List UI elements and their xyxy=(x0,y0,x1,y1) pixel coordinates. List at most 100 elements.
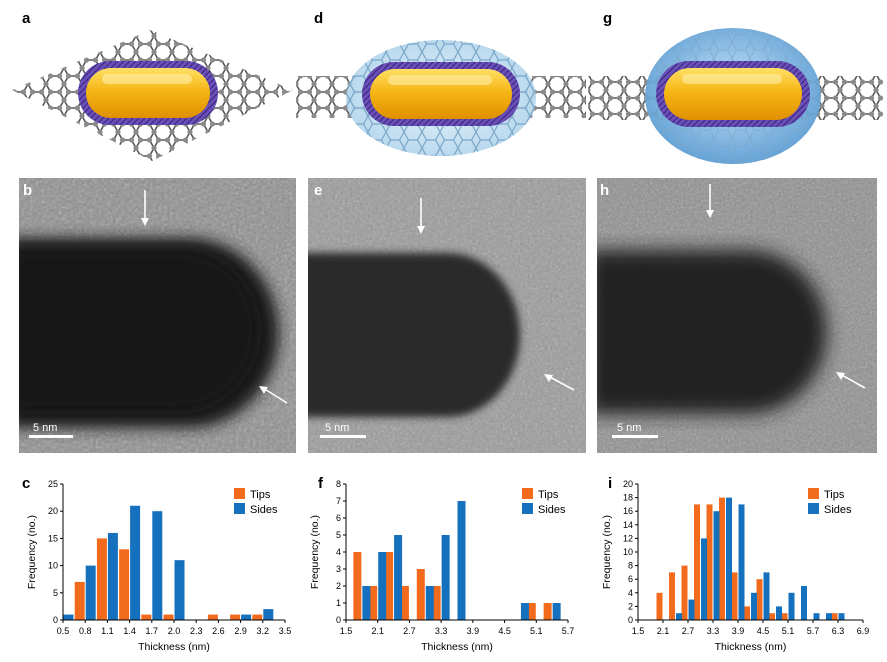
y-axis-label: Frequency (no.) xyxy=(601,515,613,589)
bar-sides xyxy=(362,586,371,620)
bar-tips xyxy=(432,586,441,620)
bar-tips xyxy=(543,603,552,620)
x-tick-label: 5.7 xyxy=(807,626,820,636)
histogram-i: i 1.5 2.1 2.7 3.3 3.9 4.5 5.1 5.7 6.3 6.9 0 2 4 6 8 10 12… xyxy=(601,475,870,653)
x-tick-label: 6.3 xyxy=(832,626,845,636)
bar-tips xyxy=(230,614,241,620)
bar-sides xyxy=(152,511,163,620)
bar-sides xyxy=(441,535,450,620)
panel-label-h: h xyxy=(600,182,610,199)
scale-bar-label: 5 nm xyxy=(617,422,641,434)
histogram-c: c 0.5 0.8 1.1 1.4 1.7 2.0 2.3 2.6 2.9 3.2 3.5 0 5 10 15… xyxy=(22,475,292,653)
y-tick-label: 6 xyxy=(336,513,341,523)
bar-tips xyxy=(400,586,409,620)
x-axis-label: Thickness (nm) xyxy=(138,641,210,653)
bar-sides xyxy=(85,565,96,620)
bar-tips xyxy=(656,592,663,620)
y-tick-label: 0 xyxy=(336,615,341,625)
schematic-d xyxy=(296,40,586,156)
x-tick-label: 2.9 xyxy=(234,626,247,636)
x-tick-label: 3.9 xyxy=(732,626,745,636)
y-tick-label: 2 xyxy=(336,581,341,591)
x-tick-label: 5.7 xyxy=(562,626,575,636)
bar-tips xyxy=(731,572,738,620)
y-tick-label: 8 xyxy=(628,561,633,571)
y-tick-label: 12 xyxy=(623,533,633,543)
y-tick-label: 10 xyxy=(48,561,58,571)
x-axis-label: Thickness (nm) xyxy=(715,641,787,653)
panel-label-d: d xyxy=(314,10,324,27)
bar-sides xyxy=(688,599,695,620)
bar-tips xyxy=(706,504,713,620)
x-tick-label: 1.1 xyxy=(101,626,114,636)
bar-sides xyxy=(174,560,185,620)
legend-swatch-sides xyxy=(234,503,245,514)
bar-tips xyxy=(744,606,750,620)
panel-label-g: g xyxy=(603,10,613,27)
x-tick-label: 1.4 xyxy=(123,626,136,636)
x-tick-label: 4.5 xyxy=(757,626,770,636)
bar-sides xyxy=(788,592,795,620)
bar-tips xyxy=(527,603,536,620)
bar-tips xyxy=(781,613,788,620)
bar-sides xyxy=(738,504,745,620)
y-tick-label: 3 xyxy=(336,564,341,574)
bar-tips xyxy=(385,552,394,620)
bar-sides xyxy=(776,606,782,620)
bar-sides xyxy=(520,603,529,620)
panel-label-b: b xyxy=(23,182,33,199)
y-tick-label: 2 xyxy=(628,601,633,611)
x-tick-label: 2.3 xyxy=(190,626,203,636)
bar-sides xyxy=(826,613,832,620)
bar-tips xyxy=(119,549,130,620)
legend-swatch-tips xyxy=(522,488,533,499)
bar-sides xyxy=(241,614,252,620)
y-tick-label: 5 xyxy=(336,530,341,540)
legend-label-sides: Sides xyxy=(824,504,852,516)
y-axis-label: Frequency (no.) xyxy=(309,515,321,589)
bar-sides xyxy=(552,603,561,620)
y-tick-label: 1 xyxy=(336,598,341,608)
y-tick-label: 15 xyxy=(48,533,58,543)
bar-sides xyxy=(457,501,466,620)
y-tick-label: 25 xyxy=(48,479,58,489)
x-tick-label: 2.6 xyxy=(212,626,225,636)
x-tick-label: 3.5 xyxy=(279,626,292,636)
bar-sides xyxy=(713,511,720,620)
y-tick-label: 6 xyxy=(628,574,633,584)
panel-label-e: e xyxy=(314,182,323,199)
bar-tips xyxy=(831,613,838,620)
bar-tips xyxy=(669,572,675,620)
bar-sides xyxy=(378,552,387,620)
schematic-g xyxy=(588,28,883,164)
bar-tips xyxy=(252,614,263,620)
bar-sides xyxy=(763,572,770,620)
y-tick-label: 7 xyxy=(336,496,341,506)
bar-sides xyxy=(801,586,807,620)
bar-tips xyxy=(694,504,700,620)
bar-tips xyxy=(74,581,85,620)
x-tick-label: 4.5 xyxy=(498,626,511,636)
bar-tips xyxy=(369,586,378,620)
bar-sides xyxy=(394,535,403,620)
panel-label-i: i xyxy=(608,475,612,492)
scale-bar-label: 5 nm xyxy=(33,422,57,434)
x-tick-label: 6.9 xyxy=(857,626,870,636)
x-tick-label: 5.1 xyxy=(782,626,795,636)
bar-sides xyxy=(107,532,118,620)
bar-sides xyxy=(751,592,757,620)
y-axis-label: Frequency (no.) xyxy=(26,515,38,589)
x-tick-label: 0.8 xyxy=(79,626,92,636)
x-tick-label: 3.9 xyxy=(467,626,480,636)
y-tick-label: 20 xyxy=(623,479,633,489)
legend-label-sides: Sides xyxy=(250,504,278,516)
legend-swatch-sides xyxy=(522,503,533,514)
legend-swatch-sides xyxy=(808,503,819,514)
x-tick-label: 2.1 xyxy=(657,626,670,636)
legend-label-sides: Sides xyxy=(538,504,566,516)
y-tick-label: 5 xyxy=(53,588,58,598)
bar-tips xyxy=(163,614,174,620)
bar-sides xyxy=(425,586,434,620)
legend-label-tips: Tips xyxy=(250,489,271,501)
bar-tips xyxy=(207,614,218,620)
